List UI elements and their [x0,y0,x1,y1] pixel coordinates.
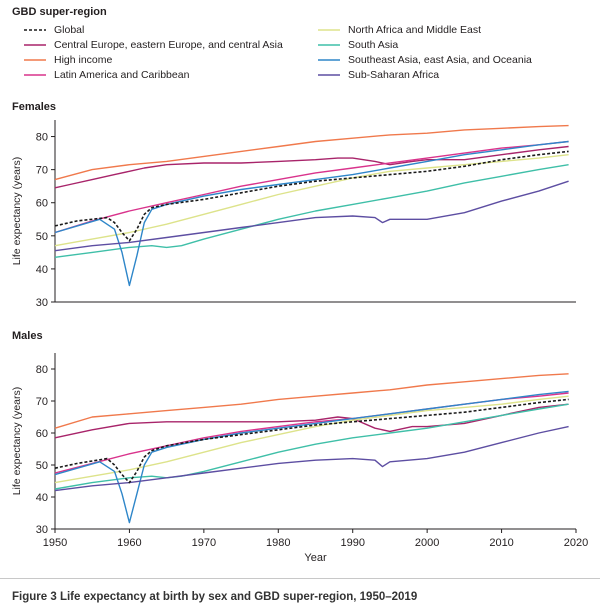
x-tick-label-males-2010: 2010 [489,537,513,549]
series-line-males-south-asia [54,403,569,490]
legend-label-southeast-asia-east-asia-and-oceania: Southeast Asia, east Asia, and Oceania [348,54,532,66]
x-tick-label-males-1990: 1990 [340,537,364,549]
x-tick-label-males-1950: 1950 [43,537,67,549]
series-line-females-central-europe-eastern-europe-and-central-asia [54,145,569,189]
series-line-males-global [54,398,569,484]
series-line-females-global [54,150,569,242]
y-tick-label-females-80: 80 [36,132,48,144]
panel-title-males: Males [12,330,43,342]
series-line-females-south-asia [54,164,569,258]
x-tick-label-males-1980: 1980 [266,537,290,549]
series-line-males-high-income [54,373,569,429]
series-line-females-southeast-asia-east-asia-and-oceania [54,140,569,287]
figure-label: Figure 3 [12,591,57,603]
legend-label-high-income: High income [54,54,113,66]
y-tick-label-males-50: 50 [36,460,48,472]
y-tick-label-males-80: 80 [36,364,48,376]
y-tick-label-females-60: 60 [36,198,48,210]
y-tick-label-females-30: 30 [36,297,48,309]
legend-label-latin-america-and-caribbean: Latin America and Caribbean [54,69,190,81]
x-tick-label-males-1960: 1960 [117,537,141,549]
legend-label-south-asia: South Asia [348,39,398,51]
y-tick-label-females-50: 50 [36,231,48,243]
y-axis-label-males: Life expectancy (years) [11,387,23,496]
series-line-females-latin-america-and-caribbean [54,140,569,234]
series-line-females-north-africa-and-middle-east [54,154,569,247]
y-axis-label-females: Life expectancy (years) [11,157,23,266]
series-line-males-central-europe-eastern-europe-and-central-asia [54,403,569,439]
series-line-females-high-income [54,124,569,181]
y-tick-label-males-70: 70 [36,396,48,408]
figure-caption-text: Life expectancy at birth by sex and GBD … [59,591,418,603]
series-line-males-north-africa-and-middle-east [54,395,569,484]
legend-label-sub-saharan-africa: Sub-Saharan Africa [348,69,439,81]
y-tick-label-males-30: 30 [36,524,48,536]
y-tick-label-males-40: 40 [36,492,48,504]
y-tick-label-females-70: 70 [36,165,48,177]
figure-caption: Figure 3 Life expectancy at birth by sex… [12,591,417,603]
caption-divider [0,578,600,579]
chart-figure: GBD super-region Global Central Europe, ea… [11,6,588,564]
x-tick-label-males-2000: 2000 [415,537,439,549]
legend-label-central-europe-eastern-europe-and-central-asia: Central Europe, eastern Europe, and cent… [54,39,283,51]
y-tick-label-males-60: 60 [36,428,48,440]
series-line-males-sub-saharan-africa [54,425,569,492]
x-axis-label-males: Year [304,552,327,564]
panel-title-females: Females [12,101,56,113]
legend-label-north-africa-and-middle-east: North Africa and Middle East [348,24,481,36]
legend-label-global: Global [54,24,84,36]
y-tick-label-females-40: 40 [36,264,48,276]
x-tick-label-males-1970: 1970 [192,537,216,549]
series-line-males-southeast-asia-east-asia-and-oceania [54,390,569,524]
series-line-females-sub-saharan-africa [54,180,569,252]
x-tick-label-males-2020: 2020 [564,537,588,549]
legend-title: GBD super-region [12,6,107,18]
